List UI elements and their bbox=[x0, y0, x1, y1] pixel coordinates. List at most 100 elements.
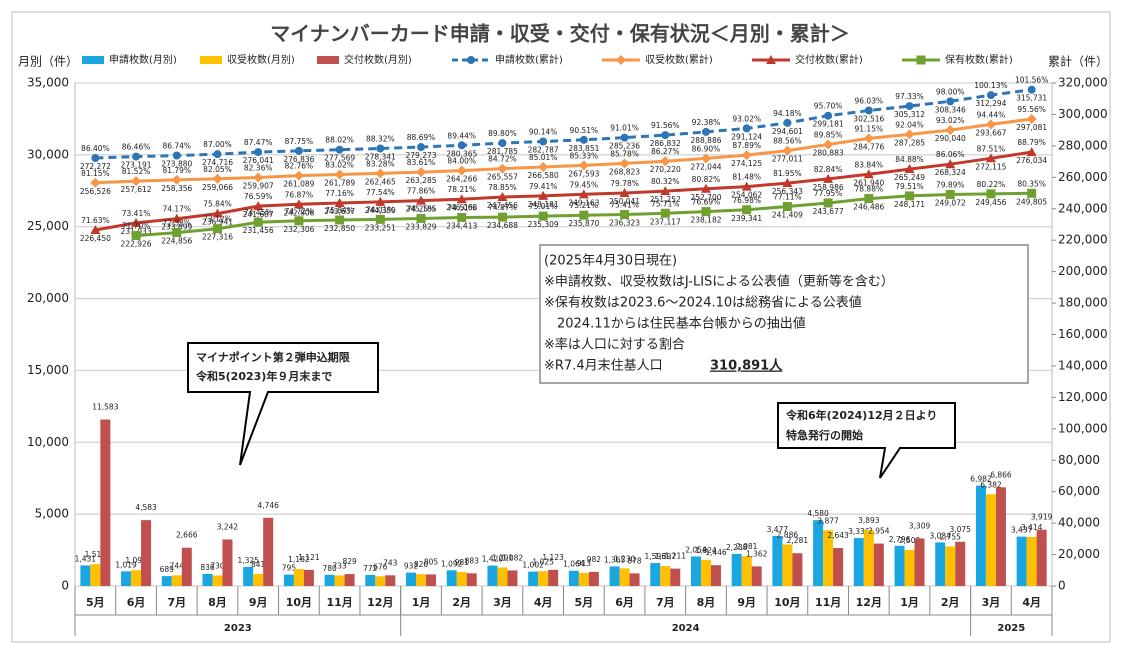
bar-value-label: 1,446 bbox=[705, 548, 727, 557]
marker bbox=[863, 169, 874, 179]
bar bbox=[833, 548, 844, 586]
bar-value-label: 11,583 bbox=[92, 403, 118, 412]
bar bbox=[528, 571, 539, 586]
value-label: 256,526 bbox=[80, 187, 111, 196]
bar-value-label: 772 bbox=[363, 564, 378, 573]
bar-value-label: 3,309 bbox=[909, 521, 931, 530]
value-label: 287,285 bbox=[894, 138, 925, 147]
rate-label: 81.15% bbox=[81, 169, 110, 178]
bar bbox=[568, 570, 579, 586]
marker bbox=[497, 212, 507, 222]
rate-label: 77.95% bbox=[814, 189, 843, 198]
value-label: 237,117 bbox=[650, 217, 681, 226]
rate-label: 82.76% bbox=[285, 162, 314, 171]
value-label: 226,450 bbox=[80, 234, 111, 243]
rate-label: 94.44% bbox=[977, 110, 1006, 119]
value-label: 279,273 bbox=[406, 151, 437, 160]
legend-label: 保有枚数(累計) bbox=[945, 53, 1013, 66]
bar bbox=[131, 570, 142, 586]
value-label: 277,569 bbox=[324, 154, 355, 163]
marker bbox=[700, 153, 711, 164]
rate-label: 75.71% bbox=[651, 199, 680, 208]
marker bbox=[945, 125, 956, 136]
bar-value-label: 733 bbox=[332, 561, 347, 570]
x-tick-label: 11月 bbox=[326, 596, 352, 609]
value-label: 266,580 bbox=[528, 171, 559, 180]
rate-label: 83.84% bbox=[855, 160, 884, 169]
value-label: 262,465 bbox=[365, 177, 396, 186]
x-tick-label: 12月 bbox=[856, 596, 882, 609]
bar bbox=[283, 574, 294, 586]
callout-text: 令和6年(2024)12月２日より bbox=[785, 408, 937, 422]
rate-label: 84.72% bbox=[488, 155, 517, 164]
rate-label: 77.16% bbox=[325, 189, 354, 198]
marker bbox=[172, 151, 181, 160]
y-tick-label: 0 bbox=[61, 579, 69, 593]
bar bbox=[80, 565, 91, 586]
rate-label: 92.04% bbox=[895, 120, 924, 129]
marker bbox=[578, 189, 589, 199]
bar-value-label: 841 bbox=[251, 560, 266, 569]
marker bbox=[578, 160, 589, 171]
bar-value-label: 4,746 bbox=[257, 501, 279, 510]
rate-label: 74.17% bbox=[162, 205, 191, 214]
value-label: 276,836 bbox=[283, 155, 314, 164]
value-label: 278,341 bbox=[365, 152, 396, 161]
value-label: 297,081 bbox=[1016, 123, 1047, 132]
bar-value-label: 932 bbox=[404, 562, 419, 571]
bar bbox=[792, 553, 803, 586]
value-label: 243,637 bbox=[324, 207, 355, 216]
bar bbox=[823, 530, 834, 586]
bar bbox=[416, 574, 427, 586]
marker bbox=[375, 168, 386, 179]
y2-tick-label: 320,000 bbox=[1058, 76, 1108, 90]
marker bbox=[538, 190, 549, 200]
rate-label: 80.22% bbox=[977, 180, 1006, 189]
marker bbox=[212, 224, 222, 234]
x-tick-label: 7月 bbox=[656, 596, 675, 609]
bar-value-label: 3,893 bbox=[858, 516, 880, 525]
marker bbox=[457, 213, 467, 223]
x-tick-label: 10月 bbox=[286, 596, 312, 609]
x-tick-label: 4月 bbox=[534, 596, 553, 609]
bar-value-label: 2,054 bbox=[685, 545, 707, 554]
value-label: 252,700 bbox=[690, 193, 721, 202]
value-label: 293,667 bbox=[975, 128, 1006, 137]
marker bbox=[254, 148, 263, 157]
value-label: 290,040 bbox=[935, 134, 966, 143]
marker bbox=[539, 137, 548, 146]
rate-label: 79.78% bbox=[610, 179, 639, 188]
rate-label: 88.32% bbox=[366, 134, 395, 143]
rate-label: 86.06% bbox=[936, 150, 965, 159]
marker bbox=[90, 177, 101, 188]
y2-tick-label: 200,000 bbox=[1058, 264, 1108, 278]
bar-value-label: 4,583 bbox=[135, 503, 157, 512]
rate-label: 74.72% bbox=[285, 207, 314, 216]
x-tick-label: 6月 bbox=[127, 596, 146, 609]
marker bbox=[456, 194, 467, 204]
marker bbox=[823, 173, 834, 183]
bar-value-label: 743 bbox=[383, 558, 398, 567]
value-label: 246,068 bbox=[446, 203, 477, 212]
marker bbox=[213, 150, 222, 159]
value-label: 233,251 bbox=[365, 223, 396, 232]
x-tick-label: 7月 bbox=[167, 596, 186, 609]
rate-label: 77.54% bbox=[366, 188, 395, 197]
marker bbox=[660, 156, 671, 167]
rate-label: 88.56% bbox=[773, 137, 802, 146]
rate-label: 74.45% bbox=[244, 208, 273, 217]
value-label: 259,066 bbox=[202, 183, 233, 192]
rate-label: 78.21% bbox=[447, 185, 476, 194]
value-label: 263,285 bbox=[406, 176, 437, 185]
bar bbox=[487, 565, 498, 586]
bar bbox=[955, 541, 966, 586]
marker bbox=[467, 56, 475, 64]
bar-value-label: 3,075 bbox=[949, 525, 971, 534]
rate-label: 81.79% bbox=[162, 166, 191, 175]
bar-value-label: 3,919 bbox=[1031, 513, 1053, 522]
bar bbox=[90, 564, 101, 586]
value-label: 244,380 bbox=[365, 206, 396, 215]
marker bbox=[701, 207, 711, 217]
marker bbox=[766, 55, 776, 64]
marker bbox=[457, 141, 466, 150]
